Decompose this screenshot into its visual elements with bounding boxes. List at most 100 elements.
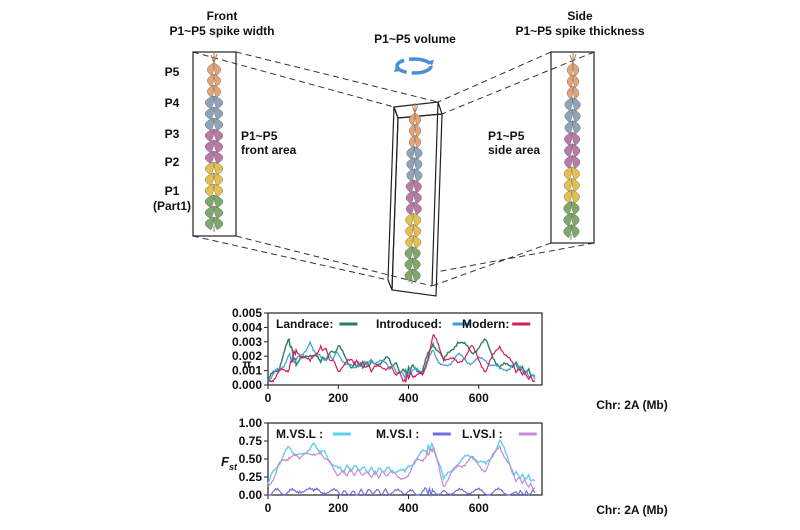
volume-title: P1~P5 volume <box>374 32 456 46</box>
side-area-label-line1: P1~P5 <box>488 129 525 143</box>
series-line-1 <box>267 340 536 383</box>
fst-legend: M.VS.L : M.VS.I : L.VS.I : <box>276 427 537 441</box>
spikelet-p5-right <box>572 62 579 77</box>
spikelet-p2-right <box>571 189 580 204</box>
spikelet-p2-left <box>563 178 573 192</box>
spikelet-p3-left <box>205 139 215 153</box>
spikelet-p3-left <box>564 131 573 146</box>
spikelet-p2-left <box>405 212 414 227</box>
pi-x-axis-label: Chr: 2A (Mb) <box>596 398 668 412</box>
spikelet-p1-right <box>412 257 421 271</box>
spikelet-p5-right <box>414 134 421 149</box>
spikelet-p5-right <box>414 112 421 127</box>
spikelet-p4-left <box>205 106 215 120</box>
x-tick-label: 400 <box>398 391 418 405</box>
spikelet-p2-right <box>412 235 422 249</box>
side-title: Side <box>567 9 593 23</box>
spikelet-p1-right <box>213 205 223 219</box>
volume-spike-image <box>404 103 423 284</box>
front-view-box <box>192 51 237 237</box>
spikelet-p5-right <box>414 123 421 138</box>
spikelet-p4-left <box>564 108 573 123</box>
spikelet-p1-left <box>563 201 572 215</box>
spikelet-p4-right <box>572 108 581 123</box>
y-tick-label: 0.75 <box>239 434 263 448</box>
spikelet-p5-left <box>409 123 416 138</box>
spikelet-p4-right <box>414 146 423 160</box>
side-view-box <box>550 51 595 244</box>
front-spike-image <box>205 53 223 232</box>
spikelet-p1-left <box>563 212 572 227</box>
spikelet-p1-right <box>412 246 421 260</box>
spikelet-p1-right <box>213 194 223 208</box>
spikelet-p2-left <box>405 235 414 249</box>
part-label-p4: P4 <box>165 96 180 110</box>
front-area-label-line1: P1~P5 <box>241 129 278 143</box>
front-subtitle: P1~P5 spike width <box>169 24 274 38</box>
spikelet-p4-left <box>564 120 573 135</box>
spikelet-p3-right <box>213 139 223 153</box>
spikelet-p4-left <box>564 97 573 112</box>
spikelet-p4-right <box>213 95 223 109</box>
fst-series-lines <box>267 439 536 498</box>
spikelet-p5-left <box>207 73 215 87</box>
spikelet-p3-left <box>405 201 415 216</box>
spikelet-p2-right <box>571 178 580 192</box>
y-tick-label: 0.001 <box>232 364 262 378</box>
x-tick-label: 0 <box>265 391 272 405</box>
spikelet-p2-left <box>205 183 215 197</box>
part-label-p1: P1 <box>165 184 180 198</box>
y-tick-label: 1.00 <box>239 416 263 430</box>
legend-label-1: Introduced: <box>376 317 442 331</box>
series-line-0 <box>267 439 536 485</box>
spikelet-p3-left <box>405 179 415 193</box>
spikelet-p4-left <box>406 157 415 171</box>
spikelet-p4-left <box>205 95 215 109</box>
legend-label-0: M.VS.L : <box>276 427 323 441</box>
spikelet-p1-left <box>205 216 215 230</box>
fst-y-axis-label: Fst <box>221 454 238 472</box>
spikelet-p2-left <box>405 224 414 238</box>
x-tick-label: 200 <box>328 501 348 515</box>
side-area-label-line2: side area <box>488 143 540 157</box>
spikelet-p2-left <box>205 161 215 175</box>
y-tick-label: 0.003 <box>232 335 262 349</box>
series-line-2 <box>267 334 536 383</box>
spike-diagram: Front P1~P5 spike width P1~P5 volume Sid… <box>153 9 645 297</box>
spikelet-p5-right <box>213 73 221 87</box>
fst-chart: Fst 0.00 0.25 0.50 0.75 1.00 0 200 400 600 M.VS.… <box>221 416 668 517</box>
y-tick-label: 0.000 <box>232 378 262 392</box>
fst-x-axis-label: Chr: 2A (Mb) <box>596 503 668 517</box>
spikelet-p2-right <box>412 224 422 238</box>
spikelet-p2-right <box>213 172 223 186</box>
spikelet-p4-right <box>414 168 423 182</box>
spikelet-p3-left <box>564 154 573 169</box>
fst-axes: 0.00 0.25 0.50 0.75 1.00 0 200 400 600 <box>239 416 543 515</box>
part1-note: (Part1) <box>153 199 191 213</box>
spikelet-p4-right <box>572 97 581 112</box>
series-line-0 <box>267 337 536 381</box>
part-label-p2: P2 <box>165 155 180 169</box>
spikelet-p5-left <box>567 74 574 89</box>
front-area-label-line2: front area <box>241 143 297 157</box>
x-tick-label: 600 <box>469 391 489 405</box>
spikelet-p3-right <box>213 128 223 142</box>
spikelet-p1-left <box>404 257 413 271</box>
spikelet-p1-left <box>205 194 215 208</box>
awn-tips <box>210 53 218 64</box>
spikelet-p3-left <box>564 143 573 158</box>
spikelet-p5-left <box>207 84 215 98</box>
spikelet-p1-left <box>563 224 572 239</box>
spikelet-p3-left <box>405 190 415 205</box>
pi-y-axis-label: π <box>242 357 251 371</box>
legend-label-0: Landrace: <box>276 317 333 331</box>
spikelet-p5-right <box>572 74 579 89</box>
pi-legend: Landrace: Introduced: Modern: <box>276 317 531 331</box>
spikelet-p4-left <box>406 168 415 182</box>
spikelet-p1-right <box>571 224 580 239</box>
spikelet-p3-left <box>205 150 215 164</box>
spikelet-p3-right <box>413 190 422 205</box>
plot-frame <box>267 312 543 386</box>
spikelet-p2-left <box>205 172 215 186</box>
